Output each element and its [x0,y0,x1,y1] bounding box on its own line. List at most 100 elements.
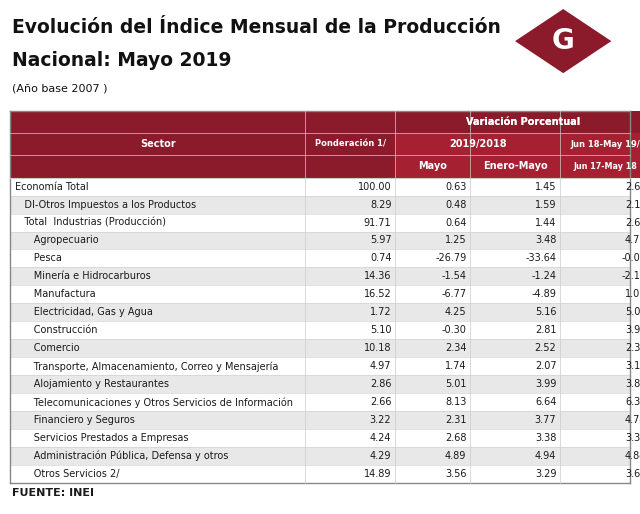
Text: 1.45: 1.45 [535,181,556,192]
Text: Variación Porcentual: Variación Porcentual [466,117,580,126]
Text: 4.74: 4.74 [625,415,640,425]
Text: 3.77: 3.77 [535,415,556,425]
Polygon shape [515,9,611,73]
Text: Nacional: Mayo 2019: Nacional: Mayo 2019 [12,51,231,70]
Text: 100.00: 100.00 [358,181,392,192]
Text: 1.25: 1.25 [445,235,467,246]
Text: 14.36: 14.36 [364,271,392,282]
Text: 8.29: 8.29 [370,199,392,210]
Text: 3.18: 3.18 [625,361,640,371]
Text: Variación Porcentual: Variación Porcentual [466,117,580,126]
Text: Enero-Mayo: Enero-Mayo [483,161,548,171]
Text: 6.64: 6.64 [535,397,556,407]
Text: 4.97: 4.97 [370,361,392,371]
Text: -0.02: -0.02 [621,253,640,264]
Text: 4.25: 4.25 [445,307,467,318]
Text: 3.99: 3.99 [535,379,556,389]
Text: -26.79: -26.79 [435,253,467,264]
Text: 2019/2018: 2019/2018 [449,139,506,149]
Text: 2.66: 2.66 [370,397,392,407]
Text: 3.22: 3.22 [370,415,392,425]
Text: 5.01: 5.01 [445,379,467,389]
Text: Transporte, Almacenamiento, Correo y Mensajería: Transporte, Almacenamiento, Correo y Men… [15,361,278,372]
Text: 2.86: 2.86 [370,379,392,389]
Text: 4.89: 4.89 [445,451,467,461]
Text: 8.13: 8.13 [445,397,467,407]
Text: 3.48: 3.48 [535,235,556,246]
Text: Jun 18-May 19/: Jun 18-May 19/ [570,139,640,149]
Text: 3.67: 3.67 [625,469,640,479]
Text: Jun 17-May 18: Jun 17-May 18 [573,162,637,171]
Text: 0.63: 0.63 [445,181,467,192]
Text: 2.68: 2.68 [445,433,467,443]
Text: 0.74: 0.74 [370,253,392,264]
Text: 1.74: 1.74 [445,361,467,371]
Text: Comercio: Comercio [15,343,79,353]
Text: 1.72: 1.72 [370,307,392,318]
Text: 3.56: 3.56 [445,469,467,479]
Text: 4.78: 4.78 [625,235,640,246]
Text: 3.86: 3.86 [625,379,640,389]
Text: (Año base 2007 ): (Año base 2007 ) [12,83,107,93]
Text: 4.94: 4.94 [535,451,556,461]
Text: 3.29: 3.29 [535,469,556,479]
Text: -0.30: -0.30 [442,325,467,335]
Text: DI-Otros Impuestos a los Productos: DI-Otros Impuestos a los Productos [15,199,196,210]
Text: Manufactura: Manufactura [15,289,95,300]
Text: 0.64: 0.64 [445,217,467,228]
Text: -4.89: -4.89 [532,289,556,300]
Text: 3.38: 3.38 [535,433,556,443]
Text: Electricidad, Gas y Agua: Electricidad, Gas y Agua [15,307,152,318]
Text: Pesca: Pesca [15,253,61,264]
Text: 5.16: 5.16 [535,307,556,318]
Text: -2.13: -2.13 [621,271,640,282]
Text: Agropecuario: Agropecuario [15,235,99,246]
Text: -1.54: -1.54 [442,271,467,282]
Text: -33.64: -33.64 [525,253,556,264]
Text: 5.10: 5.10 [370,325,392,335]
Text: Sector: Sector [140,139,175,149]
Text: 14.89: 14.89 [364,469,392,479]
Text: 0.48: 0.48 [445,199,467,210]
Text: -1.24: -1.24 [531,271,556,282]
Text: 3.35: 3.35 [625,433,640,443]
Text: Telecomunicaciones y Otros Servicios de Información: Telecomunicaciones y Otros Servicios de … [15,397,292,408]
Text: Administración Pública, Defensa y otros: Administración Pública, Defensa y otros [15,451,228,462]
Text: 5.08: 5.08 [625,307,640,318]
Text: 2.60: 2.60 [625,181,640,192]
Text: 4.24: 4.24 [370,433,392,443]
Text: 10.18: 10.18 [364,343,392,353]
Text: FUENTE: INEI: FUENTE: INEI [12,488,93,499]
Text: Mayo: Mayo [419,161,447,171]
Text: 2.31: 2.31 [445,415,467,425]
Text: 2.52: 2.52 [534,343,556,353]
Text: Evolución del Índice Mensual de la Producción: Evolución del Índice Mensual de la Produ… [12,18,500,37]
Text: Total  Industrias (Producción): Total Industrias (Producción) [15,217,166,228]
Text: G: G [552,27,575,55]
Text: Otros Servicios 2/: Otros Servicios 2/ [15,469,119,479]
Text: 1.44: 1.44 [535,217,556,228]
Text: 2.19: 2.19 [625,199,640,210]
Text: 1.02: 1.02 [625,289,640,300]
Text: 2.64: 2.64 [625,217,640,228]
Text: 5.97: 5.97 [370,235,392,246]
Text: 16.52: 16.52 [364,289,392,300]
Text: 2.35: 2.35 [625,343,640,353]
Text: 4.29: 4.29 [370,451,392,461]
Text: 3.91: 3.91 [625,325,640,335]
Text: Alojamiento y Restaurantes: Alojamiento y Restaurantes [15,379,169,389]
Text: 91.71: 91.71 [364,217,392,228]
Text: Economía Total: Economía Total [15,181,88,192]
Text: Ponderación 1/: Ponderación 1/ [315,139,386,149]
Text: 1.59: 1.59 [535,199,556,210]
Text: 2.34: 2.34 [445,343,467,353]
Text: Minería e Hidrocarburos: Minería e Hidrocarburos [15,271,150,282]
Text: 4.84: 4.84 [625,451,640,461]
Text: -6.77: -6.77 [441,289,467,300]
Text: Construcción: Construcción [15,325,97,335]
Text: Financiero y Seguros: Financiero y Seguros [15,415,134,425]
Text: 2.81: 2.81 [535,325,556,335]
Text: 6.30: 6.30 [625,397,640,407]
Text: 2.07: 2.07 [535,361,556,371]
Text: Servicios Prestados a Empresas: Servicios Prestados a Empresas [15,433,188,443]
